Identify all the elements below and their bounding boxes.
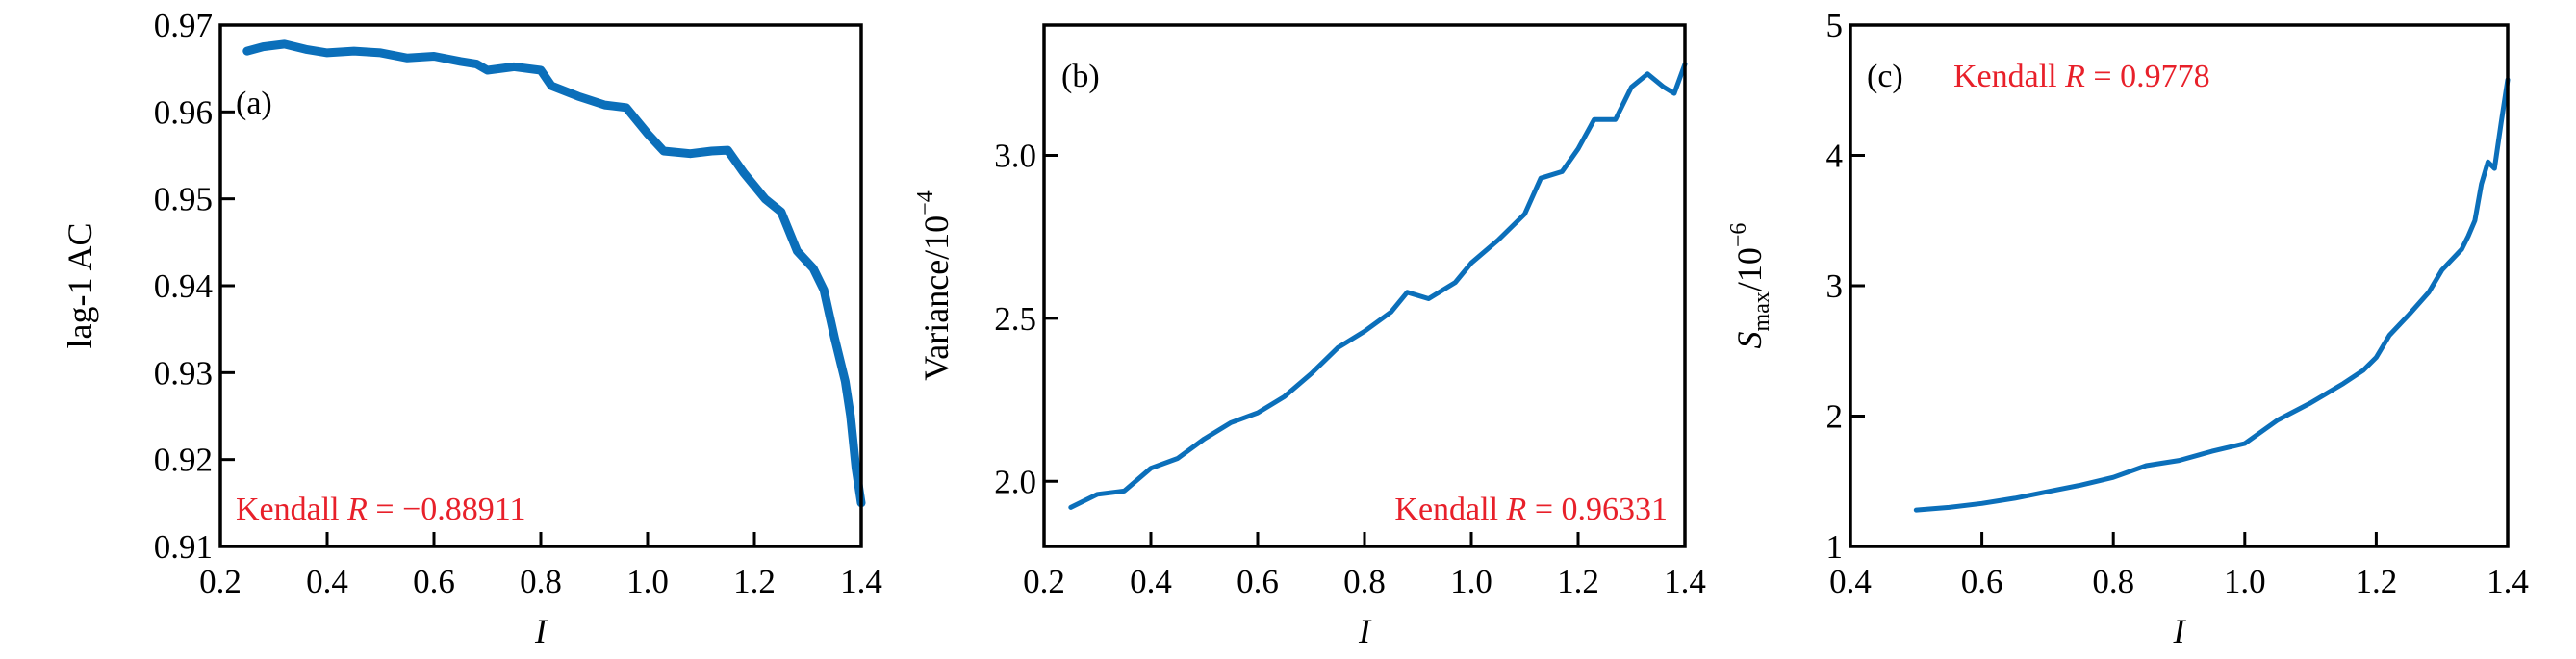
y-axis-label: lag-1 AC [61,223,99,349]
x-tick-label: 1.4 [840,563,882,600]
panel-label: (c) [1867,59,1903,94]
y-tick-label: 2 [1826,398,1844,436]
y-tick-label: 0.97 [154,7,213,44]
y-axis-label-main: Variance/10 [917,215,956,381]
kendall-value: = 0.9778 [2085,59,2210,94]
kendall-variable: R [1506,492,1527,527]
kendall-annotation: Kendall R = −0.88911 [236,492,526,527]
y-tick-label: 3 [1826,267,1844,305]
axes-frame [218,23,863,548]
x-tick-label: 1.0 [2224,563,2266,600]
kendall-variable: R [346,492,368,527]
x-tick-label: 1.0 [626,563,669,600]
y-tick-label: 0.93 [154,354,213,392]
y-axis-label-main: lag-1 AC [61,223,99,349]
x-tick-label: 0.4 [306,563,348,600]
x-tick-label: 1.4 [1664,563,1706,600]
x-tick-label: 0.4 [1130,563,1172,600]
y-axis-label: Smax/10−6 [1726,223,1774,349]
axes-frame [1849,23,2510,548]
kendall-prefix: Kendall [1953,59,2065,94]
x-tick-label: 0.6 [1961,563,2003,600]
kendall-annotation: Kendall R = 0.96331 [1394,492,1668,527]
x-tick-label: 0.6 [1237,563,1279,600]
x-tick-label: 0.6 [413,563,455,600]
x-axis-label: I [2173,612,2187,650]
kendall-value: = 0.96331 [1526,492,1668,527]
y-axis-label-exponent: −6 [1726,223,1751,248]
y-tick-label: 0.91 [154,528,213,566]
chart-panel-a: 0.2 0.4 0.6 0.8 1.0 1.2 1.4 0.91 0.92 0.93 0.94 0.9… [61,7,882,650]
data-series-line [242,39,866,508]
y-tick-label: 0.95 [154,181,213,218]
x-tick-label: 0.4 [1829,563,1872,600]
x-tick-label: 0.8 [2092,563,2134,600]
panel-label: (b) [1061,59,1100,94]
axes-frame [1042,23,1687,548]
y-tick-label: 0.94 [154,267,213,305]
x-tick-label: 1.0 [1450,563,1492,600]
kendall-value: = −0.88911 [368,492,526,527]
y-tick-label: 4 [1826,138,1844,175]
y-axis-label: Variance/10−4 [913,190,956,380]
kendall-annotation: Kendall R = 0.9778 [1953,59,2210,94]
x-tick-label: 0.2 [1023,563,1065,600]
y-tick-label: 0.96 [154,93,213,131]
x-tick-label: 1.2 [2356,563,2398,600]
y-axis-label-main: S [1730,331,1769,348]
x-axis-label: I [534,612,548,650]
kendall-prefix: Kendall [236,492,347,527]
chart-panel-b: 0.2 0.4 0.6 0.8 1.0 1.2 1.4 2.0 2.5 3.0 I Variance/… [913,23,1706,650]
kendall-prefix: Kendall [1394,492,1506,527]
chart-panel-c: 0.4 0.6 0.8 1.0 1.2 1.4 1 2 3 4 5 I Smax/10−6 (c) Kend… [1726,7,2529,650]
x-tick-label: 1.4 [2487,563,2529,600]
y-tick-label: 2.5 [994,300,1036,338]
x-tick-label: 0.2 [199,563,242,600]
kendall-variable: R [2064,59,2085,94]
y-tick-label: 3.0 [994,138,1036,175]
x-tick-label: 0.8 [520,563,562,600]
x-axis-label: I [1358,612,1372,650]
y-tick-label: 0.92 [154,442,213,479]
y-tick-label: 5 [1826,7,1844,44]
panel-label: (a) [236,86,272,121]
y-tick-label: 2.0 [994,463,1036,500]
y-axis-label-subscript: max [1749,291,1774,331]
y-axis-label-exponent: −4 [913,190,938,215]
data-series-line [1913,77,2511,513]
x-tick-label: 1.2 [1557,563,1599,600]
y-tick-label: 1 [1826,528,1844,566]
x-tick-label: 1.2 [733,563,776,600]
y-axis-label-suffix: /10 [1730,247,1769,291]
x-tick-label: 0.8 [1343,563,1386,600]
data-series-line [1068,62,1688,510]
